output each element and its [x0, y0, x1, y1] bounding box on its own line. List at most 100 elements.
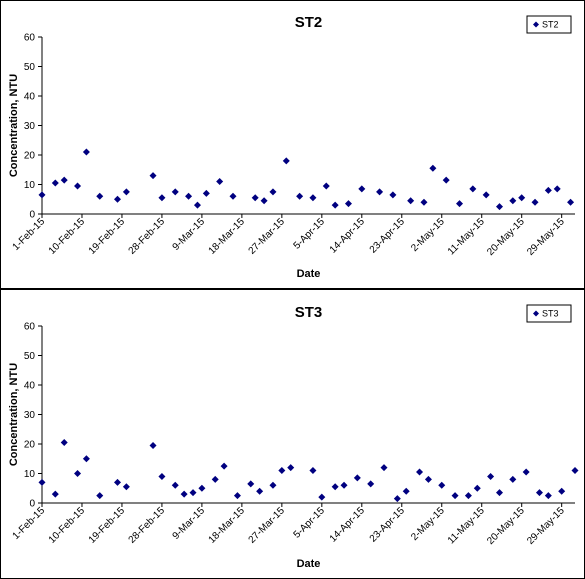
data-point: [287, 464, 295, 472]
y-tick-label: 60: [24, 322, 36, 333]
data-point: [509, 197, 517, 205]
data-point: [114, 195, 122, 203]
data-point: [122, 483, 130, 491]
data-point: [567, 198, 575, 206]
chart-frame: [0, 0, 585, 289]
data-point: [82, 148, 90, 156]
data-point: [74, 470, 82, 477]
data-point: [518, 194, 526, 202]
data-point: [416, 468, 424, 476]
data-point: [331, 483, 339, 491]
data-point: [158, 194, 166, 202]
data-point: [114, 478, 122, 486]
data-point: [424, 475, 432, 483]
data-point: [331, 201, 339, 209]
data-point: [544, 186, 552, 194]
data-point: [202, 189, 210, 197]
data-point: [185, 192, 193, 200]
data-point: [229, 192, 237, 200]
data-point: [309, 467, 317, 475]
legend: ST2: [526, 15, 572, 34]
data-point: [407, 197, 415, 205]
data-point: [233, 492, 241, 500]
y-tick-label: 10: [24, 469, 36, 480]
data-point: [495, 489, 503, 497]
data-point: [180, 490, 188, 498]
data-point: [158, 472, 166, 480]
data-point: [211, 475, 219, 483]
y-tick-label: 0: [29, 499, 35, 510]
y-tick-label: 20: [24, 151, 36, 162]
data-point: [456, 200, 464, 208]
data-point: [487, 472, 495, 480]
data-point: [544, 492, 552, 500]
data-point: [96, 192, 104, 200]
legend-box: [526, 304, 572, 323]
data-point: [531, 198, 539, 206]
data-point: [344, 200, 352, 208]
data-point: [553, 185, 561, 193]
data-point: [60, 439, 68, 447]
y-tick-label: 30: [24, 121, 36, 132]
y-axis-label: Concentration, NTU: [8, 74, 20, 177]
data-point: [340, 481, 348, 489]
data-point: [473, 484, 481, 492]
data-point: [247, 480, 255, 488]
data-point: [367, 480, 375, 488]
data-point: [171, 481, 179, 489]
data-point: [38, 478, 46, 486]
data-point: [393, 495, 401, 503]
data-point: [216, 178, 224, 186]
data-point: [51, 179, 59, 187]
data-point: [149, 172, 157, 180]
data-point: [420, 198, 428, 206]
data-point: [51, 490, 59, 498]
data-point: [74, 182, 82, 190]
data-point: [442, 176, 450, 184]
data-point: [376, 188, 384, 196]
data-point: [309, 194, 317, 202]
legend-label: ST2: [542, 20, 559, 30]
data-point: [251, 194, 259, 202]
data-point: [571, 467, 579, 475]
data-point: [535, 489, 543, 497]
legend-marker: [533, 21, 539, 28]
y-tick-label: 40: [24, 92, 36, 103]
data-point: [380, 464, 388, 472]
data-point: [171, 188, 179, 196]
chart-panel-st2: ST2 Concentration, NTU Date ST2 0 10 20 30 4…: [0, 0, 585, 289]
y-tick-label: 50: [24, 62, 36, 73]
data-point: [269, 481, 277, 489]
data-point: [189, 489, 197, 497]
data-point: [522, 468, 530, 476]
chart-panel-st3: ST3 Concentration, NTU Date ST3 0 10 20 30 4…: [0, 289, 585, 579]
legend-marker: [533, 310, 539, 317]
y-axis-label: Concentration, NTU: [8, 363, 20, 466]
data-point: [322, 182, 330, 190]
x-axis-label: Date: [297, 558, 321, 570]
data-point: [256, 487, 264, 495]
data-point: [318, 493, 326, 501]
chart-title: ST3: [295, 304, 323, 321]
data-point: [96, 492, 104, 500]
data-point: [38, 191, 46, 199]
y-tick-label: 0: [29, 210, 35, 221]
data-point: [558, 487, 566, 495]
data-point: [296, 192, 304, 200]
data-point: [464, 492, 472, 500]
data-point: [82, 455, 90, 463]
chart-title: ST2: [295, 14, 323, 31]
data-point: [353, 474, 361, 482]
data-point: [149, 441, 157, 449]
y-tick-label: 30: [24, 410, 36, 421]
x-axis-label: Date: [297, 268, 321, 280]
data-point: [220, 462, 228, 470]
data-point: [438, 481, 446, 489]
data-point: [451, 492, 459, 500]
y-tick-label: 50: [24, 351, 36, 362]
y-tick-label: 60: [24, 33, 36, 44]
data-point: [193, 201, 201, 209]
data-point: [495, 203, 503, 211]
data-point: [429, 164, 437, 172]
